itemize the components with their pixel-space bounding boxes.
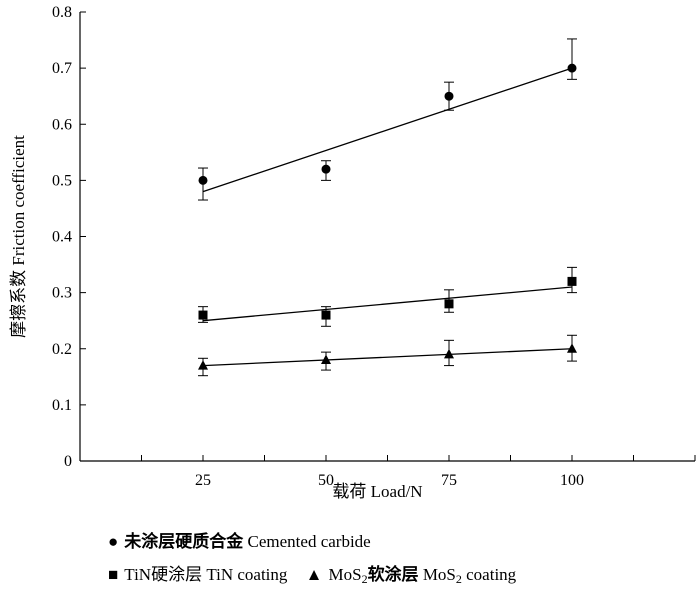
legend-mos2-en-sub: 2 (455, 572, 462, 586)
legend-row-1: ● 未涂层硬质合金 Cemented carbide (108, 527, 371, 552)
friction-chart: 0 0.1 0.2 0.3 0.4 0.5 0.6 0.7 0.8 25 50 75 100 载荷 Loa… (9, 4, 696, 501)
legend-carbide-cn: 未涂层硬质合金 (124, 532, 244, 551)
y-tick-label-7: 0.7 (52, 60, 72, 77)
data-point-square-2 (444, 299, 454, 309)
legend-mos2-en-prefix: MoS (422, 565, 456, 584)
x-tick-label-0: 25 (195, 472, 211, 489)
data-point-circle-3 (567, 63, 577, 73)
y-tick-label-3: 0.3 (52, 285, 72, 302)
y-tick-label-1: 0.1 (52, 397, 72, 414)
legend-tin-en: TiN coating (206, 565, 288, 584)
trend-line-1 (202, 286, 573, 322)
x-tick-label-3: 100 (560, 472, 584, 489)
legend-mos2-en-suffix: coating (466, 565, 517, 584)
trend-line-2 (202, 348, 573, 367)
data-point-triangle-2 (444, 348, 454, 359)
trend-line-0 (202, 67, 573, 193)
y-tick-label-0: 0 (64, 453, 72, 470)
y-tick-label-8: 0.8 (52, 4, 72, 21)
legend-square-marker: ■ (108, 565, 119, 584)
legend-tin-cn: TiN硬涂层 (124, 565, 203, 584)
legend-triangle-marker: ▲ (305, 565, 323, 584)
data-point-square-3 (567, 276, 577, 286)
data-point-square-0 (198, 310, 208, 320)
y-tick-label-6: 0.6 (52, 116, 72, 133)
legend-carbide-en: Cemented carbide (247, 532, 371, 551)
data-point-square-1 (321, 310, 331, 320)
legend-mos2-prefix: MoS (328, 565, 362, 584)
x-tick-label-1: 50 (318, 472, 334, 489)
y-axis-title: 摩擦系数 Friction coefficient (9, 135, 28, 338)
data-point-triangle-0 (198, 360, 208, 370)
data-point-circle-2 (444, 91, 454, 101)
data-point-triangle-1 (321, 354, 331, 364)
x-axis-title: 载荷 Load/N (332, 482, 422, 501)
legend-circle-marker: ● (108, 532, 119, 551)
y-tick-label-5: 0.5 (52, 172, 72, 189)
legend-row-2: ■ TiN硬涂层 TiN coating ▲ MoS2软涂层 MoS2 coatin… (108, 560, 516, 587)
legend-mos2-sub: 2 (361, 572, 368, 586)
data-point-circle-1 (321, 164, 331, 174)
data-point-triangle-3 (567, 343, 577, 353)
y-tick-label-2: 0.2 (52, 341, 72, 358)
x-tick-label-2: 75 (441, 472, 457, 489)
y-tick-label-4: 0.4 (52, 229, 72, 246)
legend-mos2-cn: 软涂层 (367, 565, 419, 584)
data-point-circle-0 (198, 175, 208, 185)
